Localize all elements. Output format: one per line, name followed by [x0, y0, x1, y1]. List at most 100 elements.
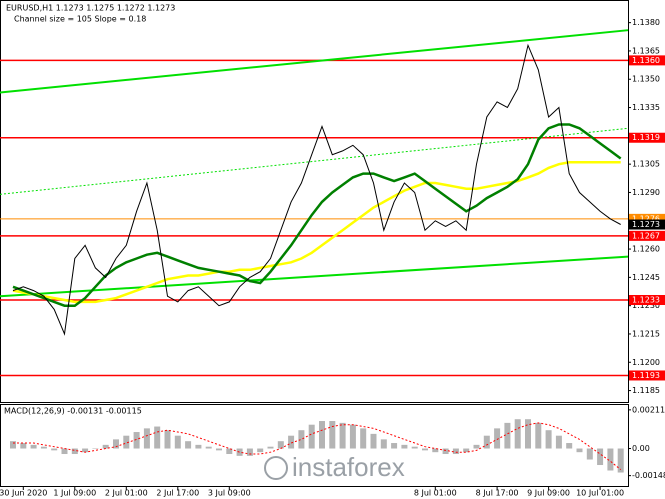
macd-bar — [236, 448, 243, 456]
macd-bar — [102, 444, 109, 449]
y-tick-label: -0.00148 — [632, 471, 665, 480]
macd-bar — [226, 448, 233, 455]
channel-upper — [0, 29, 629, 94]
moving-average — [12, 161, 621, 304]
macd-bar — [154, 426, 161, 449]
level-label-bg — [629, 370, 665, 381]
y-tick-label: 1.1335 — [632, 103, 660, 112]
macd-bar — [205, 446, 212, 449]
macd-bar — [40, 446, 47, 449]
macd-bar — [10, 441, 16, 449]
level-label: 1.1360 — [632, 56, 660, 65]
macd-bar — [329, 421, 336, 449]
macd-bar — [216, 448, 222, 451]
watermark: instaforex — [264, 452, 405, 482]
macd-bar — [504, 422, 511, 449]
macd-bar — [51, 448, 58, 451]
macd-bar — [576, 448, 583, 453]
macd-bar — [164, 430, 171, 449]
x-tick-label: 8 Jul 01:00 — [414, 489, 457, 498]
level-label: 1.1319 — [632, 133, 660, 142]
macd-bar — [298, 430, 305, 449]
macd-bar — [174, 435, 181, 449]
x-tick-label: 3 Jul 09:00 — [208, 489, 251, 498]
macd-bar — [370, 433, 377, 449]
macd-bar — [92, 448, 99, 450]
macd-bar — [535, 422, 542, 449]
macd-bar — [123, 435, 130, 449]
macd-bar — [422, 448, 428, 451]
macd-bar — [391, 443, 398, 449]
macd-bar — [288, 435, 295, 449]
ask-label: 1.1276 — [632, 214, 660, 223]
macd-bar — [411, 446, 418, 449]
y-tick-label: 1.1305 — [632, 160, 660, 169]
macd-bar — [82, 448, 89, 453]
macd-bar — [586, 448, 593, 460]
macd-bar — [617, 448, 624, 473]
channel-lower — [0, 255, 629, 298]
main-frame — [0, 0, 629, 403]
moving-average — [12, 123, 622, 307]
macd-bar — [525, 419, 531, 449]
macd-bar — [483, 435, 490, 449]
level-label: 1.1193 — [632, 371, 660, 380]
macd-bar — [246, 448, 253, 456]
macd-bar — [113, 439, 119, 449]
y-tick-label: 1.1215 — [632, 329, 660, 338]
y-tick-label: 1.1245 — [632, 273, 660, 282]
macd-bar — [349, 424, 356, 449]
level-label: 1.1267 — [632, 231, 660, 240]
y-tick-label: 1.1200 — [632, 358, 660, 367]
watermark-logo — [264, 456, 288, 480]
macd-bar — [597, 448, 604, 466]
macd-bar — [61, 448, 68, 455]
y-tick-label: 1.1185 — [632, 386, 660, 395]
macd-bar — [360, 428, 367, 449]
macd-bar — [442, 448, 449, 455]
chart-title: EURUSD,H1 1.1273 1.1275 1.1272 1.1273 — [6, 4, 175, 13]
macd-bar — [319, 421, 325, 449]
y-tick-label: 0.00 — [632, 444, 650, 453]
macd-bar — [267, 446, 274, 449]
macd-bar — [20, 443, 27, 449]
macd-bar — [277, 441, 284, 449]
chart-subtitle: Channel size = 105 Slope = 0.18 — [14, 15, 146, 24]
x-tick-label: 10 Jul 01:00 — [576, 489, 624, 498]
macd-title: MACD(12,26,9) -0.00131 -0.00115 — [4, 407, 142, 416]
x-tick-label: 30 Jun 2020 — [0, 489, 47, 498]
price-line — [12, 43, 621, 336]
macd-bar — [432, 448, 439, 453]
macd-bar — [143, 428, 150, 449]
macd-bar — [380, 439, 387, 449]
x-tick-label: 2 Jul 01:00 — [105, 489, 148, 498]
level-label-bg — [629, 132, 665, 143]
macd-bar — [195, 444, 202, 449]
watermark-text: instaforex — [292, 452, 405, 482]
y-tick-label: 1.1230 — [632, 301, 660, 310]
macd-bar — [514, 419, 521, 449]
y-tick-label: 1.1365 — [632, 46, 660, 55]
macd-bar — [401, 444, 408, 449]
bid-label-bg — [629, 219, 665, 230]
x-tick-label: 9 Jul 09:00 — [527, 489, 570, 498]
y-tick-label: 1.1290 — [632, 188, 660, 197]
ask-label-bg — [629, 213, 665, 224]
signal-line — [13, 422, 622, 470]
macd-bar — [545, 430, 552, 449]
channel-middle — [0, 127, 629, 195]
macd-bar — [30, 444, 37, 449]
macd-bar — [463, 448, 470, 453]
macd-bar — [452, 448, 459, 455]
y-tick-label: 1.1350 — [632, 75, 660, 84]
macd-bar — [494, 428, 501, 449]
macd-bar — [185, 441, 192, 449]
bid-label: 1.1273 — [632, 220, 660, 229]
y-tick-label: 1.1380 — [632, 18, 660, 27]
macd-bar — [133, 432, 140, 449]
macd-bar — [257, 448, 264, 453]
y-tick-label: 0.00211 — [632, 405, 665, 414]
x-tick-label: 8 Jul 17:00 — [476, 489, 519, 498]
x-tick-label: 2 Jul 17:00 — [156, 489, 199, 498]
